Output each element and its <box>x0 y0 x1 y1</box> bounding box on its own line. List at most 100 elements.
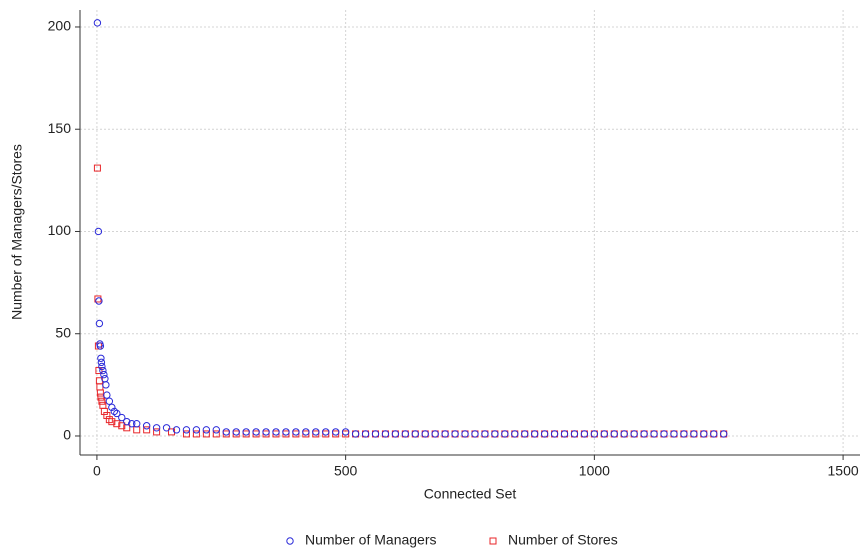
point <box>530 430 539 438</box>
point <box>700 430 708 438</box>
point <box>152 424 161 432</box>
point <box>105 416 113 424</box>
point <box>95 319 104 328</box>
point <box>431 430 439 438</box>
point <box>272 428 280 436</box>
point <box>361 430 370 438</box>
point <box>182 426 191 434</box>
point <box>341 428 350 436</box>
point <box>690 430 698 438</box>
point <box>282 428 290 436</box>
y-tick-label: 0 <box>63 427 71 443</box>
point <box>153 428 161 436</box>
point <box>222 428 230 436</box>
point <box>511 430 519 438</box>
point <box>133 426 141 434</box>
point <box>620 430 628 438</box>
point <box>401 430 410 438</box>
point <box>172 426 181 434</box>
point <box>312 428 320 436</box>
point <box>550 430 559 438</box>
point <box>471 430 479 438</box>
point <box>441 430 449 438</box>
point <box>118 413 126 422</box>
y-tick-label: 50 <box>55 324 71 340</box>
point <box>93 19 102 27</box>
point <box>650 430 658 438</box>
point <box>322 428 330 436</box>
point <box>113 409 121 418</box>
point <box>113 420 121 428</box>
y-axis-title: Number of Managers/Stores <box>9 144 25 320</box>
point <box>302 428 310 436</box>
point <box>96 389 104 397</box>
point <box>521 430 529 438</box>
point <box>102 381 110 389</box>
point <box>143 426 151 434</box>
point <box>371 430 380 438</box>
point <box>331 428 340 436</box>
point <box>212 430 220 438</box>
point <box>103 391 111 399</box>
y-tick-label: 100 <box>48 222 72 238</box>
point <box>98 362 106 371</box>
point <box>630 430 638 438</box>
point <box>501 430 509 438</box>
point <box>192 426 201 434</box>
point <box>640 430 648 438</box>
legend-label: Number of Managers <box>305 532 437 548</box>
point <box>719 430 728 438</box>
point <box>96 342 105 350</box>
point <box>580 430 589 438</box>
y-tick-label: 200 <box>48 18 72 34</box>
point <box>142 422 151 430</box>
point <box>391 430 400 438</box>
point <box>95 297 103 305</box>
point <box>118 422 126 430</box>
point <box>421 430 429 438</box>
point <box>94 227 103 236</box>
point <box>100 407 108 415</box>
point <box>491 430 499 438</box>
point <box>411 430 419 438</box>
point <box>103 412 111 420</box>
point <box>381 430 390 438</box>
point <box>710 430 718 438</box>
point <box>128 420 136 428</box>
point <box>123 417 131 426</box>
x-axis-title: Connected Set <box>424 486 517 502</box>
point <box>292 428 300 436</box>
point <box>168 428 176 436</box>
legend-marker <box>489 537 497 545</box>
point <box>100 370 108 379</box>
point <box>97 358 106 367</box>
point <box>590 430 599 438</box>
point <box>192 430 200 438</box>
point <box>232 428 240 436</box>
legend-label: Number of Stores <box>508 532 618 548</box>
point <box>96 383 104 391</box>
point <box>242 428 250 436</box>
point <box>670 430 678 438</box>
point <box>202 426 211 434</box>
point <box>105 397 114 405</box>
point <box>212 426 221 434</box>
point <box>570 430 579 438</box>
point <box>133 420 141 428</box>
point <box>540 430 549 438</box>
point <box>202 430 210 438</box>
point <box>108 403 116 412</box>
point <box>680 430 688 438</box>
legend-marker <box>286 537 294 545</box>
x-tick-label: 1500 <box>828 463 859 479</box>
point <box>110 407 119 416</box>
point <box>451 430 459 438</box>
point <box>182 430 190 438</box>
point <box>461 430 469 438</box>
point <box>252 428 260 436</box>
point <box>98 397 106 405</box>
point <box>600 430 609 438</box>
point <box>262 428 270 436</box>
x-tick-label: 0 <box>93 463 101 479</box>
